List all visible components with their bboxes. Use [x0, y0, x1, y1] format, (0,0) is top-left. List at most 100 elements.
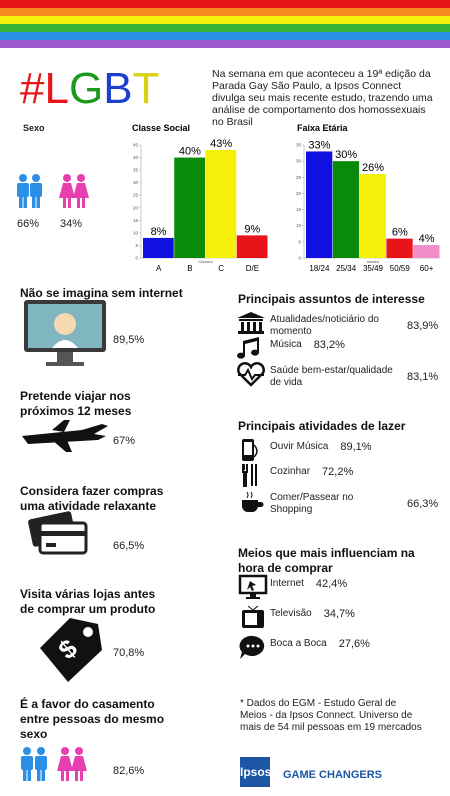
y-tick-label: 10	[296, 223, 302, 228]
item-value: 66,3%	[407, 498, 439, 510]
icon	[242, 464, 257, 487]
footnote: * Dados do EGM - Estudo Geral de Meios -…	[240, 698, 422, 733]
item-label: Atualidades/noticiário do momento	[270, 314, 379, 337]
value-label: 9%	[244, 223, 260, 235]
value-label: 30%	[335, 149, 357, 161]
item-row: Música 83,2%	[270, 339, 445, 351]
x-tick-label: C	[218, 264, 224, 273]
sex-value: 66%	[17, 218, 40, 230]
item-row: Saúde bem-estar/qualidade de vida 83,1%	[270, 365, 445, 389]
value-label: 8%	[151, 226, 167, 238]
icon	[242, 605, 264, 628]
bar	[359, 174, 386, 258]
y-tick-label: 20	[133, 205, 139, 210]
item-row: Comer/Passear no Shopping 66,3%	[270, 492, 445, 516]
chart-title: Faixa Etária	[297, 123, 349, 133]
item-value: 83,1%	[407, 371, 439, 383]
icon	[237, 312, 265, 334]
icon	[242, 491, 264, 512]
section-title: Meios que mais influenciam na hora de co…	[238, 546, 415, 575]
icon	[28, 511, 88, 555]
icon	[238, 574, 268, 599]
x-tick-label: 50/59	[390, 264, 411, 273]
bar	[205, 150, 237, 258]
sex-title: Sexo	[23, 123, 45, 133]
x-tick-label: 25/34	[336, 264, 357, 273]
icon	[17, 174, 29, 208]
item-title: Pretende viajar nos próximos 12 meses	[20, 389, 132, 418]
item-value: 89,5%	[113, 334, 145, 346]
value-label: 43%	[210, 138, 232, 150]
item-row: Cozinhar 72,2%	[270, 466, 445, 478]
item-value: 70,8%	[113, 647, 145, 659]
item-title: Não se imagina sem internet	[20, 286, 183, 300]
y-tick-label: 5	[135, 243, 138, 248]
icon	[57, 747, 73, 781]
value-label: 6%	[392, 227, 408, 239]
title-letter: L	[44, 64, 69, 113]
logo: Ipsos	[240, 757, 271, 787]
intro: Na semana em que aconteceu a 19ª edição …	[212, 68, 433, 128]
item-label: Boca a Boca	[270, 638, 327, 649]
y-tick-label: 5	[298, 239, 301, 244]
y-tick-label: 15	[133, 218, 139, 223]
bar	[386, 238, 413, 258]
x-tick-label: 18/24	[309, 264, 330, 273]
item-value: 82,6%	[113, 765, 145, 777]
icon	[73, 174, 89, 208]
icon	[22, 420, 108, 452]
title-letter: B	[103, 64, 133, 113]
icon	[237, 337, 259, 359]
item-row: Ouvir Música 89,1%	[270, 441, 445, 453]
bar	[174, 157, 205, 258]
x-axis-title: Classes	[198, 259, 212, 264]
y-tick-label: 10	[133, 230, 139, 235]
item-title: Visita várias lojas antes de comprar um …	[20, 587, 156, 616]
icon	[35, 747, 47, 781]
icon	[237, 362, 265, 387]
y-tick-label: 30	[133, 180, 139, 185]
item-title: É a favor do casamento entre pessoas do …	[20, 697, 165, 741]
y-tick-label: 25	[296, 175, 302, 180]
item-value: 34,7%	[323, 608, 355, 620]
item-value: 83,9%	[407, 320, 439, 332]
x-tick-label: 35/49	[363, 264, 384, 273]
icon	[21, 747, 33, 781]
chart-title: Classe Social	[132, 123, 190, 133]
section-title: Principais atividades de lazer	[238, 419, 406, 433]
y-tick-label: 40	[133, 155, 139, 160]
item-value: 67%	[113, 435, 136, 447]
x-tick-label: B	[187, 264, 192, 273]
sex-value: 34%	[60, 218, 83, 230]
bar	[332, 161, 360, 258]
y-tick-label: 20	[296, 191, 302, 196]
item-row: Atualidades/noticiário do momento 83,9%	[270, 314, 445, 338]
item-label: Ouvir Música	[270, 441, 329, 452]
item-label: Internet	[270, 578, 304, 589]
value-label: 33%	[308, 139, 330, 151]
y-tick-label: 35	[133, 168, 139, 173]
item-label: Saúde bem-estar/qualidade de vida	[270, 365, 393, 388]
item-value: 89,1%	[340, 441, 372, 453]
icon	[239, 635, 265, 659]
y-tick-label: 30	[296, 159, 302, 164]
item-value: 66,5%	[113, 540, 145, 552]
icon	[30, 174, 42, 208]
x-axis-title: Idades	[367, 259, 379, 264]
title-letter: #	[20, 64, 45, 113]
item-row: Boca a Boca 27,6%	[270, 638, 445, 650]
x-tick-label: A	[156, 264, 162, 273]
bar	[306, 151, 333, 258]
item-label: Cozinhar	[270, 466, 311, 477]
item-label: Televisão	[270, 608, 312, 619]
y-tick-label: 25	[133, 193, 139, 198]
x-tick-label: 60+	[420, 264, 434, 273]
value-label: 40%	[179, 146, 201, 158]
x-tick-label: D/E	[246, 264, 259, 273]
y-tick-label: 0	[298, 256, 301, 261]
y-tick-label: 45	[133, 143, 139, 148]
tagline: GAME CHANGERS	[283, 769, 383, 781]
bar	[143, 237, 174, 258]
